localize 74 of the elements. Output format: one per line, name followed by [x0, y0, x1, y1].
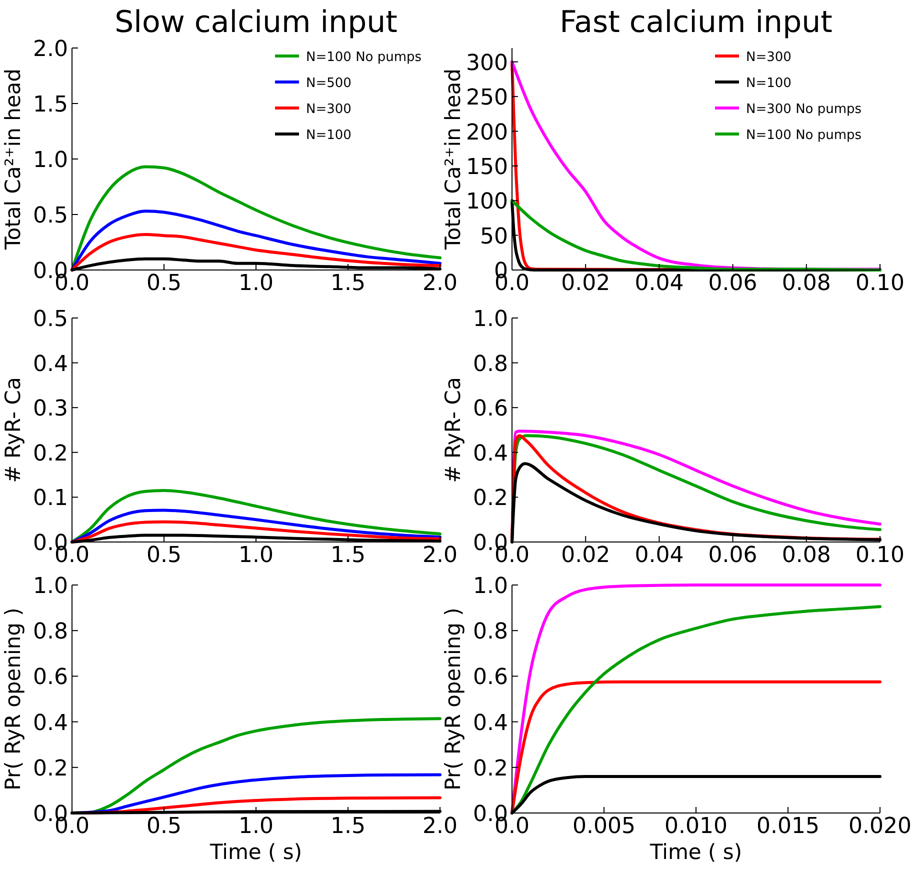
- x-tick-label: 0.08: [782, 543, 831, 568]
- y-tick-label: 0.8: [33, 620, 68, 645]
- y-tick-label: 100: [466, 190, 508, 215]
- legend-label: N=100: [746, 76, 792, 91]
- y-tick-label: 1.0: [33, 148, 68, 173]
- y-tick-label: 0.4: [473, 441, 508, 466]
- x-tick-label: 0.04: [634, 543, 684, 568]
- x-tick-label: 1.0: [238, 271, 274, 296]
- x-tick-label: 0.5: [146, 814, 182, 839]
- y-tick-label: 0.6: [33, 665, 68, 690]
- y-axis-title: Pr( RyR opening ): [441, 608, 465, 790]
- y-tick-label: 0.2: [473, 756, 508, 782]
- legend-label: N=300: [746, 50, 792, 65]
- x-tick-label: 0.010: [664, 814, 728, 839]
- x-tick-label: 0.015: [756, 814, 820, 839]
- y-tick-label: 0.2: [33, 756, 68, 782]
- legend-label: N=100 No pumps: [306, 50, 422, 65]
- chart-title: Slow calcium input: [114, 5, 398, 40]
- y-tick-label: 0.4: [33, 352, 68, 377]
- y-tick-label: 2.0: [33, 37, 68, 62]
- x-tick-label: 1.0: [238, 543, 274, 568]
- y-axis-title: # RyR- Ca: [441, 377, 465, 483]
- legend-label: N=300: [306, 102, 352, 117]
- x-tick-label: 0.005: [572, 814, 636, 839]
- y-tick-label: 1.5: [33, 92, 68, 118]
- y-tick-label: 0.8: [473, 620, 508, 645]
- y-tick-label: 0.1: [33, 486, 68, 512]
- y-tick-label: 0.3: [33, 396, 68, 422]
- x-axis-title: Time ( s): [648, 840, 742, 864]
- x-tick-label: 0.5: [146, 271, 182, 296]
- x-tick-label: 0.02: [561, 543, 610, 568]
- y-tick-label: 0.6: [473, 396, 508, 422]
- x-tick-label: 0.06: [708, 543, 758, 568]
- legend-label: N=300 No pumps: [746, 102, 862, 117]
- y-tick-label: 0.6: [473, 665, 508, 690]
- x-tick-label: 2.0: [422, 814, 458, 839]
- x-tick-label: 1.0: [238, 814, 274, 839]
- y-tick-label: 0.4: [473, 710, 508, 736]
- x-tick-label: 2.0: [422, 271, 458, 296]
- x-tick-label: 1.5: [330, 543, 366, 568]
- y-tick-label: 150: [466, 154, 508, 180]
- legend-label: N=100: [306, 128, 352, 143]
- x-tick-label: 0.04: [634, 271, 684, 296]
- y-tick-label: 0.8: [473, 352, 508, 377]
- y-tick-label: 1.0: [473, 307, 508, 332]
- y-tick-label: 0.5: [33, 307, 68, 332]
- y-tick-label: 200: [466, 120, 508, 146]
- y-axis-title: Total Ca²⁺in head: [441, 68, 465, 251]
- x-tick-label: 0.10: [856, 543, 904, 568]
- chart-title: Fast calcium input: [560, 5, 833, 40]
- x-tick-label: 0.08: [782, 271, 831, 296]
- x-tick-label: 0.5: [146, 543, 182, 568]
- y-axis-title: # RyR- Ca: [1, 377, 25, 483]
- y-tick-label: 1.0: [473, 574, 508, 599]
- y-tick-label: 0.2: [33, 441, 68, 466]
- legend-label: N=100 No pumps: [746, 128, 862, 143]
- x-tick-label: 0.06: [708, 271, 758, 296]
- x-axis-title: Time ( s): [208, 840, 302, 864]
- y-tick-label: 250: [466, 86, 508, 111]
- x-tick-label: 2.0: [422, 543, 458, 568]
- y-tick-label: 50: [480, 224, 508, 250]
- y-tick-label: 0.5: [33, 204, 68, 228]
- x-tick-label: 0.020: [848, 814, 912, 839]
- y-axis-title: Pr( RyR opening ): [1, 608, 25, 790]
- y-tick-label: 1.0: [33, 574, 68, 599]
- legend-label: N=500: [306, 76, 352, 91]
- x-tick-label: 0.10: [856, 271, 904, 296]
- x-tick-label: 1.5: [330, 814, 366, 839]
- y-tick-label: 300: [466, 50, 508, 76]
- y-tick-label: 0.2: [473, 486, 508, 512]
- x-tick-label: 1.5: [330, 271, 366, 296]
- y-axis-title: Total Ca²⁺in head: [1, 68, 25, 251]
- y-tick-label: 0.4: [33, 710, 68, 736]
- x-tick-label: 0.02: [561, 271, 610, 296]
